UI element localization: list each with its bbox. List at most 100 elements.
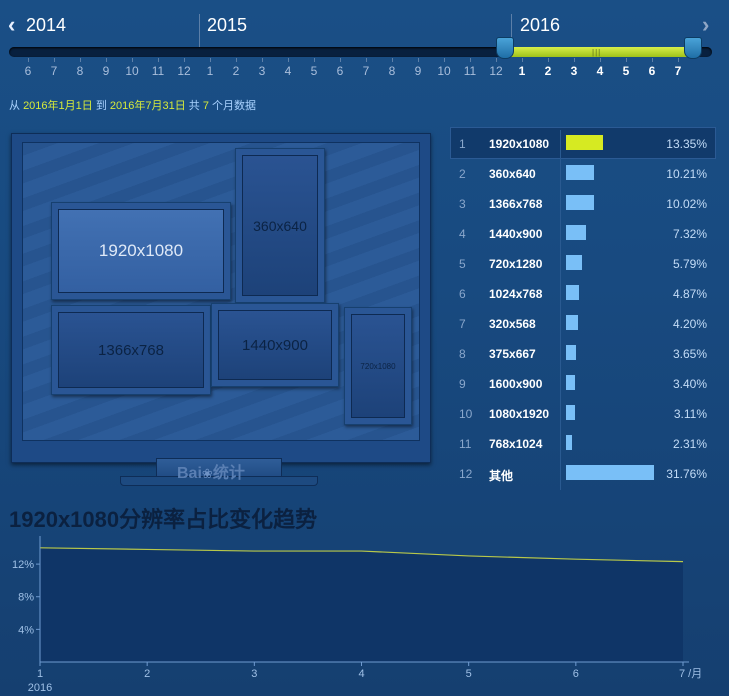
month-tick[interactable]: 4 xyxy=(596,64,604,78)
month-tick[interactable]: 3 xyxy=(570,64,578,78)
tile-360x640: 360x640 xyxy=(235,148,325,303)
rank-number: 4 xyxy=(459,227,466,241)
share-bar xyxy=(566,405,575,420)
month-tick[interactable]: 1 xyxy=(206,64,214,78)
month-tick[interactable]: 7 xyxy=(362,64,370,78)
monitor-illustration: 1920x1080 360x640 1366x768 1440x900 720x… xyxy=(11,133,431,463)
ranking-row[interactable]: 12 其他 31.76% xyxy=(451,458,715,488)
ranking-row[interactable]: 9 1600x900 3.40% xyxy=(451,368,715,398)
share-percent: 4.87% xyxy=(672,287,707,301)
share-percent: 13.35% xyxy=(666,137,707,151)
month-tick-mark xyxy=(80,58,81,62)
month-tick[interactable]: 1 xyxy=(518,64,526,78)
summary-suffix: 个月数据 xyxy=(212,100,257,112)
year-label-2016[interactable]: 2016 xyxy=(520,15,561,35)
share-bar xyxy=(566,345,576,360)
logo-text: Bai xyxy=(177,465,202,482)
monitor-screen: 1920x1080 360x640 1366x768 1440x900 720x… xyxy=(22,142,420,441)
month-tick[interactable]: 12 xyxy=(177,64,191,78)
ranking-row[interactable]: 1 1920x1080 13.35% xyxy=(450,127,716,159)
month-tick[interactable]: 7 xyxy=(674,64,682,78)
year-label-2014[interactable]: 2014 xyxy=(26,15,67,35)
ranking-row[interactable]: 7 320x568 4.20% xyxy=(451,308,715,338)
month-tick-mark xyxy=(470,58,471,62)
share-percent: 10.21% xyxy=(666,167,707,181)
share-bar xyxy=(566,315,578,330)
share-bar xyxy=(566,255,582,270)
month-tick[interactable]: 4 xyxy=(284,64,292,78)
month-tick-mark xyxy=(184,58,185,62)
month-tick[interactable]: 8 xyxy=(76,64,84,78)
month-tick[interactable]: 6 xyxy=(648,64,656,78)
month-tick[interactable]: 6 xyxy=(336,64,344,78)
rank-number: 7 xyxy=(459,317,466,331)
rank-number: 8 xyxy=(459,347,466,361)
x-tick-label: 5 xyxy=(466,668,472,680)
timeline-track[interactable] xyxy=(9,47,712,57)
prev-year-arrow-icon[interactable]: ‹ xyxy=(8,12,16,37)
month-tick-mark xyxy=(366,58,367,62)
month-tick-mark xyxy=(210,58,211,62)
ranking-row[interactable]: 11 768x1024 2.31% xyxy=(451,428,715,458)
tile-label: 1366x768 xyxy=(58,312,204,388)
month-tick[interactable]: 3 xyxy=(258,64,266,78)
month-tick[interactable]: 6 xyxy=(24,64,32,78)
ranking-row[interactable]: 8 375x667 3.65% xyxy=(451,338,715,368)
month-tick[interactable]: 5 xyxy=(622,64,630,78)
month-tick-mark xyxy=(158,58,159,62)
tile-1366x768: 1366x768 xyxy=(51,305,211,395)
month-tick[interactable]: 9 xyxy=(102,64,110,78)
ranking-row[interactable]: 5 720x1280 5.79% xyxy=(451,248,715,278)
month-tick-mark xyxy=(340,58,341,62)
rank-number: 5 xyxy=(459,257,466,271)
rank-number: 9 xyxy=(459,377,466,391)
x-tick-label: 1 xyxy=(37,668,43,680)
ranking-row[interactable]: 4 1440x900 7.32% xyxy=(451,218,715,248)
baidu-tongji-logo: Bai❀统计 xyxy=(177,459,245,483)
resolution-name: 720x1280 xyxy=(489,257,543,271)
year-separator xyxy=(199,14,200,48)
resolution-name: 375x667 xyxy=(489,347,536,361)
month-tick-mark xyxy=(288,58,289,62)
month-tick[interactable]: 8 xyxy=(388,64,396,78)
month-tick[interactable]: 10 xyxy=(125,64,139,78)
month-tick-mark xyxy=(392,58,393,62)
month-tick-mark xyxy=(626,58,627,62)
ranking-row[interactable]: 3 1366x768 10.02% xyxy=(451,188,715,218)
month-tick-mark xyxy=(314,58,315,62)
month-tick[interactable]: 9 xyxy=(414,64,422,78)
ranking-row[interactable]: 2 360x640 10.21% xyxy=(451,158,715,188)
range-grip-icon[interactable]: ||| xyxy=(592,48,602,57)
month-tick-mark xyxy=(54,58,55,62)
ranking-row[interactable]: 10 1080x1920 3.11% xyxy=(451,398,715,428)
month-tick[interactable]: 11 xyxy=(151,64,165,78)
month-tick[interactable]: 12 xyxy=(489,64,503,78)
month-tick[interactable]: 5 xyxy=(310,64,318,78)
month-tick[interactable]: 2 xyxy=(232,64,240,78)
timeline-selected-range xyxy=(504,47,692,57)
resolution-name: 1366x768 xyxy=(489,197,543,211)
tile-label: 1920x1080 xyxy=(58,209,224,293)
rank-number: 2 xyxy=(459,167,466,181)
month-tick-mark xyxy=(548,58,549,62)
share-percent: 4.20% xyxy=(672,317,707,331)
range-start-handle[interactable] xyxy=(496,37,514,59)
month-tick[interactable]: 7 xyxy=(50,64,58,78)
month-tick[interactable]: 10 xyxy=(437,64,451,78)
x-tick-label: 3 xyxy=(251,668,257,680)
range-end-handle[interactable] xyxy=(684,37,702,59)
next-year-arrow-icon[interactable]: › xyxy=(702,12,710,37)
month-tick[interactable]: 11 xyxy=(463,64,477,78)
month-tick[interactable]: 2 xyxy=(544,64,552,78)
share-percent: 10.02% xyxy=(666,197,707,211)
share-bar xyxy=(566,135,603,150)
ranking-divider xyxy=(560,130,561,490)
share-percent: 2.31% xyxy=(672,437,707,451)
summary-start-date: 2016年1月1日 xyxy=(23,100,93,112)
month-tick-mark xyxy=(262,58,263,62)
x-tick-label: 6 xyxy=(573,668,579,680)
share-bar xyxy=(566,165,594,180)
year-label-2015[interactable]: 2015 xyxy=(207,15,248,35)
month-tick-mark xyxy=(418,58,419,62)
ranking-row[interactable]: 6 1024x768 4.87% xyxy=(451,278,715,308)
